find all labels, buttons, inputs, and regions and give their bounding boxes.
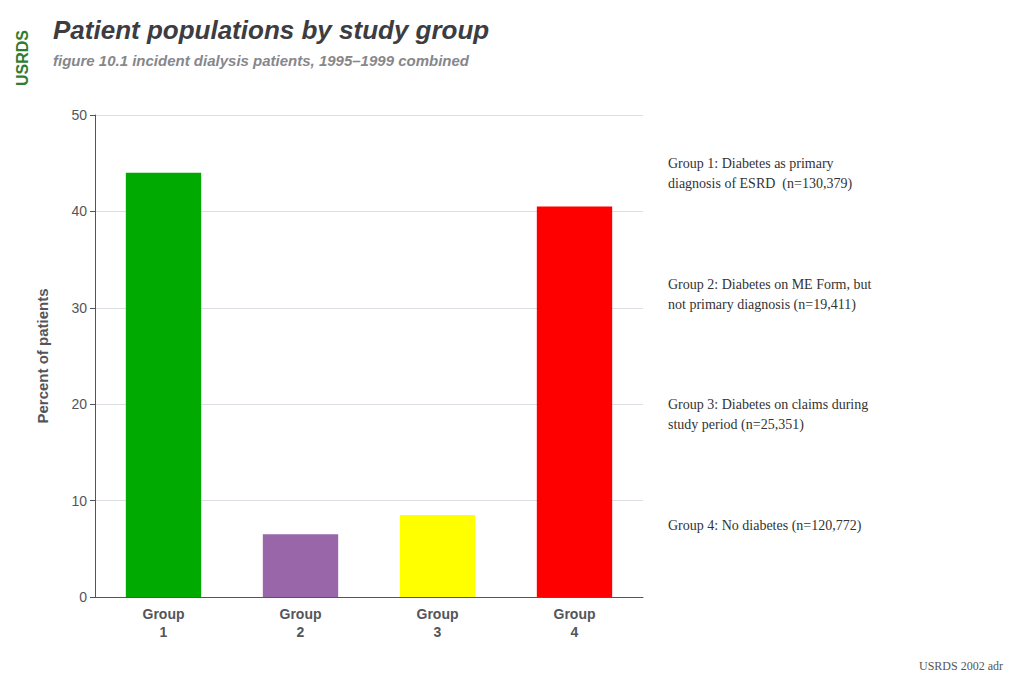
svg-text:USRDS: USRDS: [14, 30, 31, 86]
svg-text:Group: Group: [143, 606, 185, 622]
svg-text:4: 4: [571, 624, 579, 640]
svg-text:diagnosis of ESRD (n=130,379): diagnosis of ESRD (n=130,379): [668, 176, 852, 192]
svg-text:3: 3: [434, 624, 442, 640]
svg-text:Group: Group: [554, 606, 596, 622]
svg-text:USRDS 2002 adr: USRDS 2002 adr: [919, 659, 1003, 673]
svg-text:0: 0: [79, 589, 87, 605]
svg-text:Group 2: Diabetes on ME Form,: Group 2: Diabetes on ME Form, but: [668, 277, 871, 292]
svg-text:Percent of patients: Percent of patients: [34, 288, 51, 423]
svg-text:Group: Group: [280, 606, 322, 622]
svg-text:1: 1: [160, 624, 168, 640]
svg-text:20: 20: [71, 396, 87, 412]
svg-text:2: 2: [297, 624, 305, 640]
svg-text:30: 30: [71, 300, 87, 316]
svg-text:figure 10.1 incident dialysis: figure 10.1 incident dialysis patients, …: [53, 52, 470, 69]
svg-text:50: 50: [71, 107, 87, 123]
svg-text:Group 3: Diabetes on claims du: Group 3: Diabetes on claims during: [668, 397, 868, 412]
svg-text:Group 4: No diabetes (n=120,77: Group 4: No diabetes (n=120,772): [668, 518, 862, 534]
svg-text:Patient populations by study g: Patient populations by study group: [53, 15, 489, 45]
svg-text:not primary diagnosis (n=19,41: not primary diagnosis (n=19,411): [668, 297, 856, 313]
svg-text:Group 1: Diabetes as primary: Group 1: Diabetes as primary: [668, 156, 834, 171]
svg-text:study period (n=25,351): study period (n=25,351): [668, 417, 804, 433]
svg-text:40: 40: [71, 203, 87, 219]
svg-text:Group: Group: [417, 606, 459, 622]
svg-text:10: 10: [71, 493, 87, 509]
